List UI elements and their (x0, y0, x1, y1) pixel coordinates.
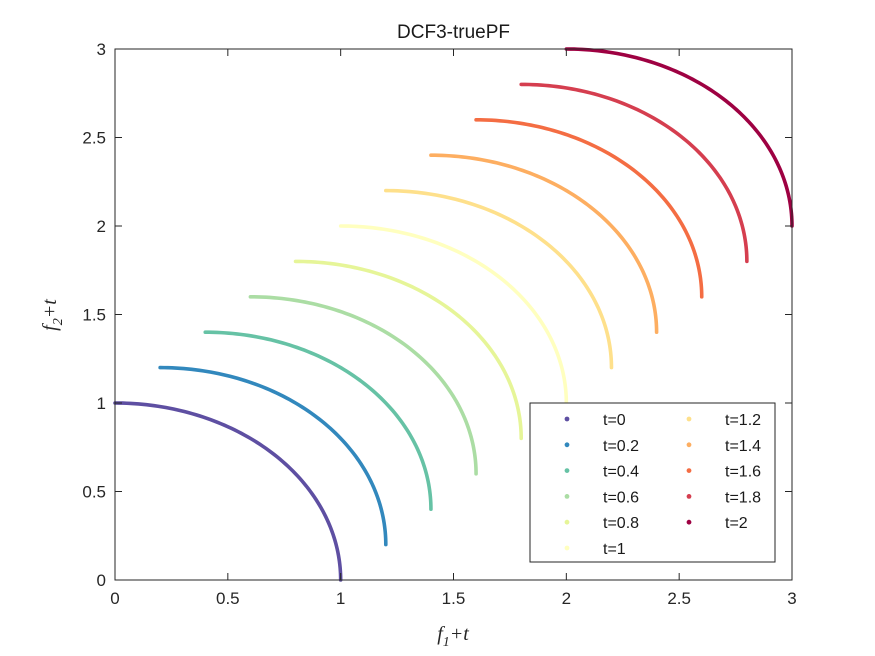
chart-title: DCF3-truePF (397, 22, 510, 43)
legend-marker-4 (564, 519, 570, 525)
series-curves (113, 47, 794, 582)
legend-marker-9 (686, 494, 692, 499)
legend-label-7: t=1.4 (725, 438, 761, 455)
y-tick-label-0: 0 (97, 571, 106, 590)
series-curve-0 (113, 401, 343, 582)
legend-marker-5 (564, 545, 570, 551)
legend-label-10: t=2 (725, 515, 748, 532)
legend-label-4: t=0.8 (603, 515, 639, 532)
series-curve-2 (203, 330, 433, 511)
series-curve-10 (564, 47, 794, 228)
y-tick-label-2: 1 (97, 394, 106, 413)
y-tick-label-1: 0.5 (82, 483, 106, 502)
axis-ticks: 0 0.5 1 1.5 2 2.5 3 0 0.5 1 1.5 2 2.5 3 (82, 40, 796, 608)
series-curve-5 (338, 224, 569, 405)
legend-label-3: t=0.6 (603, 489, 639, 506)
legend-marker-8 (686, 468, 692, 473)
series-curve-9 (519, 82, 749, 264)
series-curve-6 (384, 188, 614, 370)
x-tick-label-4: 2 (562, 589, 571, 608)
legend-marker-2 (564, 468, 570, 473)
x-axis-label: f1+t (437, 623, 469, 650)
x-tick-label-6: 3 (787, 589, 796, 608)
x-tick-label-3: 1.5 (442, 589, 466, 608)
legend-marker-0 (564, 416, 570, 422)
series-curve-4 (293, 259, 523, 441)
legend-label-2: t=0.4 (603, 464, 639, 481)
legend-marker-1 (564, 442, 570, 448)
legend-label-5: t=1 (603, 541, 626, 558)
y-tick-label-5: 2.5 (82, 129, 106, 148)
legend-marker-7 (686, 442, 692, 448)
legend-label-6: t=1.2 (725, 412, 761, 429)
y-tick-label-4: 2 (97, 217, 106, 236)
y-axis-label: f2+t (39, 299, 66, 331)
legend: t=0 t=0.2 t=0.4 t=0.6 t=0.8 t=1 t=1.2 t=1.4 t=1.… (529, 402, 776, 563)
x-tick-label-2: 1 (336, 589, 345, 608)
y-tick-label-3: 1.5 (82, 306, 106, 325)
legend-label-1: t=0.2 (603, 438, 639, 455)
series-curve-1 (158, 365, 388, 547)
x-tick-label-5: 2.5 (667, 589, 691, 608)
legend-marker-10 (686, 519, 692, 525)
legend-label-0: t=0 (603, 412, 626, 429)
series-curve-7 (429, 153, 659, 334)
y-tick-label-6: 3 (97, 40, 106, 59)
legend-label-8: t=1.6 (725, 464, 761, 481)
legend-marker-3 (564, 494, 570, 499)
legend-label-9: t=1.8 (725, 489, 761, 506)
x-tick-label-1: 0.5 (216, 589, 240, 608)
legend-box (529, 402, 776, 563)
series-curve-8 (474, 118, 704, 299)
x-tick-label-0: 0 (110, 589, 119, 608)
legend-marker-6 (686, 416, 692, 422)
series-curve-3 (248, 295, 478, 476)
